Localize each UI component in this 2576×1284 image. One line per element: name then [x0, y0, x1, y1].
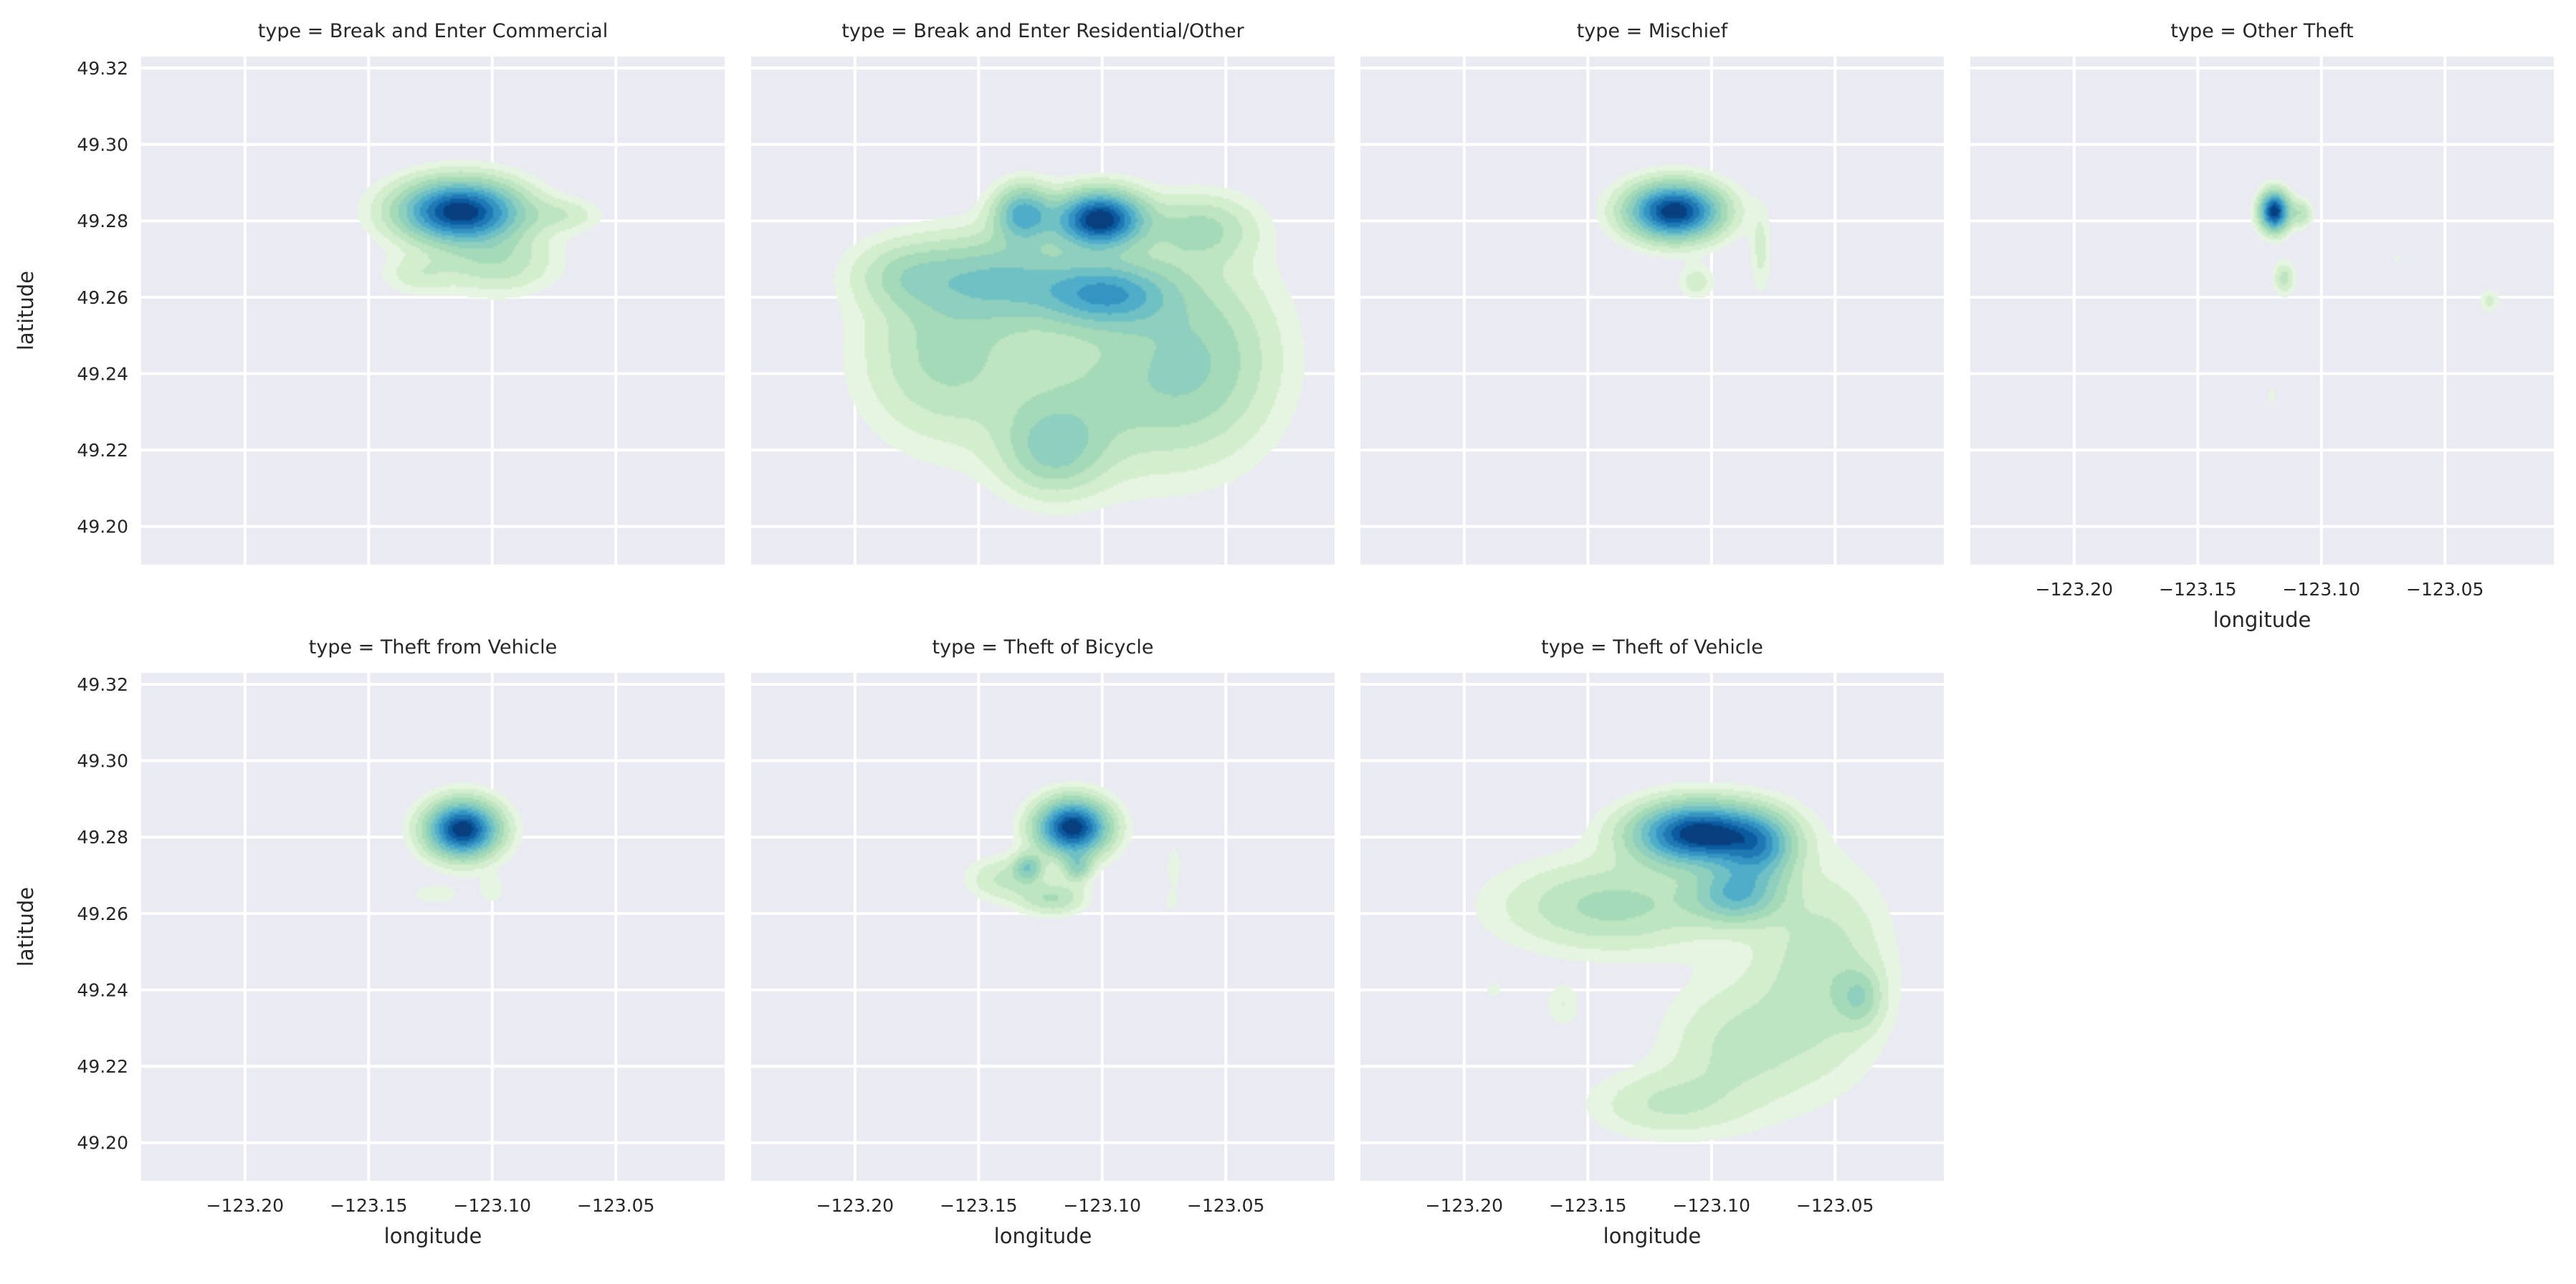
- facet-panel: type = Theft from Vehicle −123.20 −123.15 −…: [14, 636, 725, 1248]
- y-tick-label: 49.28: [77, 211, 128, 231]
- facet-panel: type = Break and Enter Commercial 49.20 49…: [14, 20, 725, 565]
- y-tick-label: 49.30: [77, 135, 128, 155]
- panel-title: type = Break and Enter Commercial: [258, 20, 608, 42]
- kde-density-contours: [1970, 57, 2554, 565]
- x-tick-label: −123.05: [577, 1195, 654, 1216]
- panel-title: type = Other Theft: [2170, 20, 2353, 42]
- x-tick-label: −123.05: [2406, 579, 2484, 600]
- x-tick-label: −123.20: [1426, 1195, 1503, 1216]
- panel-title: type = Theft of Vehicle: [1541, 636, 1763, 658]
- facet-panel: type = Mischief: [1360, 20, 1944, 565]
- y-tick-label: 49.22: [77, 1056, 128, 1077]
- kde-density-contours: [141, 673, 725, 1181]
- x-axis-label: longitude: [1603, 1224, 1702, 1248]
- x-tick-label: −123.05: [1187, 1195, 1264, 1216]
- x-tick-label: −123.15: [940, 1195, 1017, 1216]
- x-tick-label: −123.10: [1064, 1195, 1141, 1216]
- y-tick-label: 49.26: [77, 904, 128, 924]
- x-tick-label: −123.20: [206, 1195, 284, 1216]
- y-tick-label: 49.30: [77, 751, 128, 772]
- panel-title: type = Break and Enter Residential/Other: [841, 20, 1244, 42]
- x-axis-label: longitude: [2213, 608, 2312, 632]
- x-tick-label: −123.10: [454, 1195, 531, 1216]
- x-tick-label: −123.20: [2036, 579, 2113, 600]
- y-tick-label: 49.20: [77, 1133, 128, 1154]
- panel-title: type = Theft from Vehicle: [309, 636, 558, 658]
- y-axis-label: latitude: [14, 271, 38, 350]
- y-tick-label: 49.20: [77, 517, 128, 537]
- kde-density-contours: [751, 57, 1335, 565]
- x-tick-label: −123.10: [1673, 1195, 1750, 1216]
- x-axis-label: longitude: [384, 1224, 482, 1248]
- y-tick-label: 49.32: [77, 58, 128, 79]
- x-tick-label: −123.20: [816, 1195, 894, 1216]
- facet-panel: type = Theft of Vehicle −123.20 −123.15 −12…: [1360, 636, 1944, 1248]
- y-tick-label: 49.24: [77, 363, 128, 384]
- x-tick-label: −123.15: [1549, 1195, 1626, 1216]
- y-tick-label: 49.32: [77, 674, 128, 695]
- y-tick-label: 49.26: [77, 287, 128, 308]
- x-tick-label: −123.15: [330, 1195, 407, 1216]
- kde-density-contours: [1360, 57, 1944, 565]
- kde-density-contours: [141, 57, 725, 565]
- y-tick-label: 49.22: [77, 440, 128, 461]
- x-tick-label: −123.10: [2283, 579, 2360, 600]
- kde-density-contours: [1360, 673, 1944, 1181]
- facet-panel: type = Theft of Bicycle −123.20 −123.15 −12…: [751, 636, 1335, 1248]
- y-tick-label: 49.28: [77, 827, 128, 848]
- facet-panel: type = Other Theft −123.20 −123.15 −123.10 −…: [1970, 20, 2554, 632]
- facet-panel: type = Break and Enter Residential/Other: [751, 20, 1335, 565]
- x-tick-label: −123.15: [2159, 579, 2236, 600]
- x-tick-label: −123.05: [1796, 1195, 1874, 1216]
- kde-density-contours: [751, 673, 1335, 1181]
- y-axis-label: latitude: [14, 887, 38, 967]
- panel-title: type = Theft of Bicycle: [932, 636, 1154, 658]
- panel-title: type = Mischief: [1577, 20, 1729, 42]
- y-tick-label: 49.24: [77, 979, 128, 1000]
- x-axis-label: longitude: [994, 1224, 1092, 1248]
